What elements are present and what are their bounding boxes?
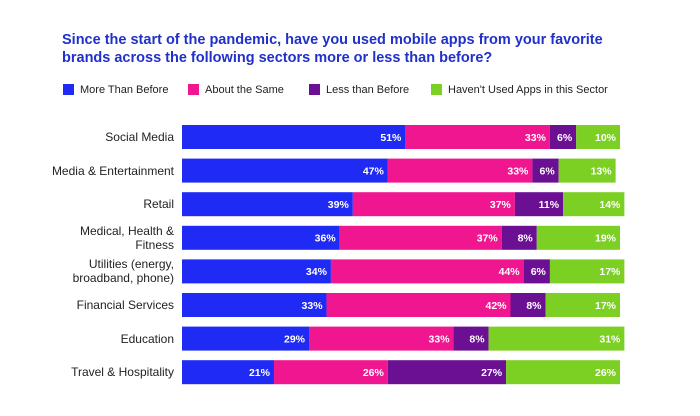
bar-segment [182,125,406,149]
bar-segment [536,225,620,250]
value-label: 6% [557,132,573,144]
legend-swatch [63,84,74,95]
bar-segment [339,225,502,250]
bar-segment [182,259,331,284]
category-label: Medical, Health & Fitness [79,223,174,252]
category-label: Utilities (energy, broadband, phone) [72,257,174,286]
bar-segment [182,326,310,351]
value-label: 17% [599,266,621,278]
legend-label: About the Same [205,84,284,96]
value-label: 33% [507,165,529,177]
value-label: 31% [599,333,621,345]
bar-segment [514,192,564,217]
value-label: 29% [284,333,306,345]
bar-segment [405,125,550,149]
value-label: 21% [249,367,271,379]
bar-segment [387,158,533,183]
category-label: Social Media [105,130,174,144]
value-label: 6% [531,266,547,278]
legend-swatch [431,84,442,95]
category-label: Education [120,331,174,346]
value-label: 33% [429,333,451,345]
bar-segment [510,293,546,317]
legend-label: Less than Before [326,84,409,96]
legend-label: More Than Before [80,84,168,96]
value-label: 33% [525,132,547,144]
bar-segment [182,360,274,385]
value-label: 37% [490,199,512,211]
bar-segment [532,158,559,183]
value-label: 44% [499,266,521,278]
value-label: 42% [485,300,507,312]
bar-segment [273,360,388,385]
bar-segment [182,192,353,217]
value-label: 36% [315,233,337,245]
value-label: 8% [469,333,485,345]
value-label: 13% [591,165,613,177]
value-label: 26% [363,367,385,379]
value-label: 8% [518,233,534,245]
value-label: 17% [595,300,617,312]
bar-segment [501,225,537,250]
category-label: Travel & Hospitality [71,365,174,380]
bar-segment [545,293,620,317]
value-label: 33% [302,300,324,312]
bar-segment [387,360,507,385]
bar-segment [488,326,625,351]
value-label: 14% [599,199,621,211]
bar-segment [182,158,388,183]
bar-segment [182,225,340,250]
bar-segment [182,293,327,317]
legend-swatch [309,84,320,95]
value-label: 10% [595,132,617,144]
value-label: 39% [328,199,350,211]
bar-segment [523,259,550,284]
bar-segment [549,125,577,149]
bar-segment [453,326,489,351]
bar-segment [326,293,511,317]
value-label: 34% [306,266,328,278]
bar-segment [576,125,620,149]
value-label: 6% [539,165,555,177]
bar-segment [506,360,620,385]
bar-segment [558,158,616,183]
category-label: Media & Entertainment [51,163,174,178]
category-label: Retail [143,197,174,212]
bar-segment [549,259,625,284]
legend-swatch [188,84,199,95]
legend-label: Haven't Used Apps in this Sector [448,84,608,96]
bar-segment [330,259,524,284]
bar-segment [309,326,454,351]
bar-segment [352,192,515,217]
value-label: 26% [595,367,617,379]
bar-segment [563,192,625,217]
category-label: Financial Services [76,298,174,312]
value-label: 19% [595,233,617,245]
chart-title: Since the start of the pandemic, have yo… [62,32,603,66]
value-label: 47% [363,165,385,177]
value-label: 11% [539,199,560,211]
value-label: 51% [380,132,402,144]
value-label: 37% [477,233,499,245]
value-label: 8% [526,300,542,312]
value-label: 27% [481,367,503,379]
